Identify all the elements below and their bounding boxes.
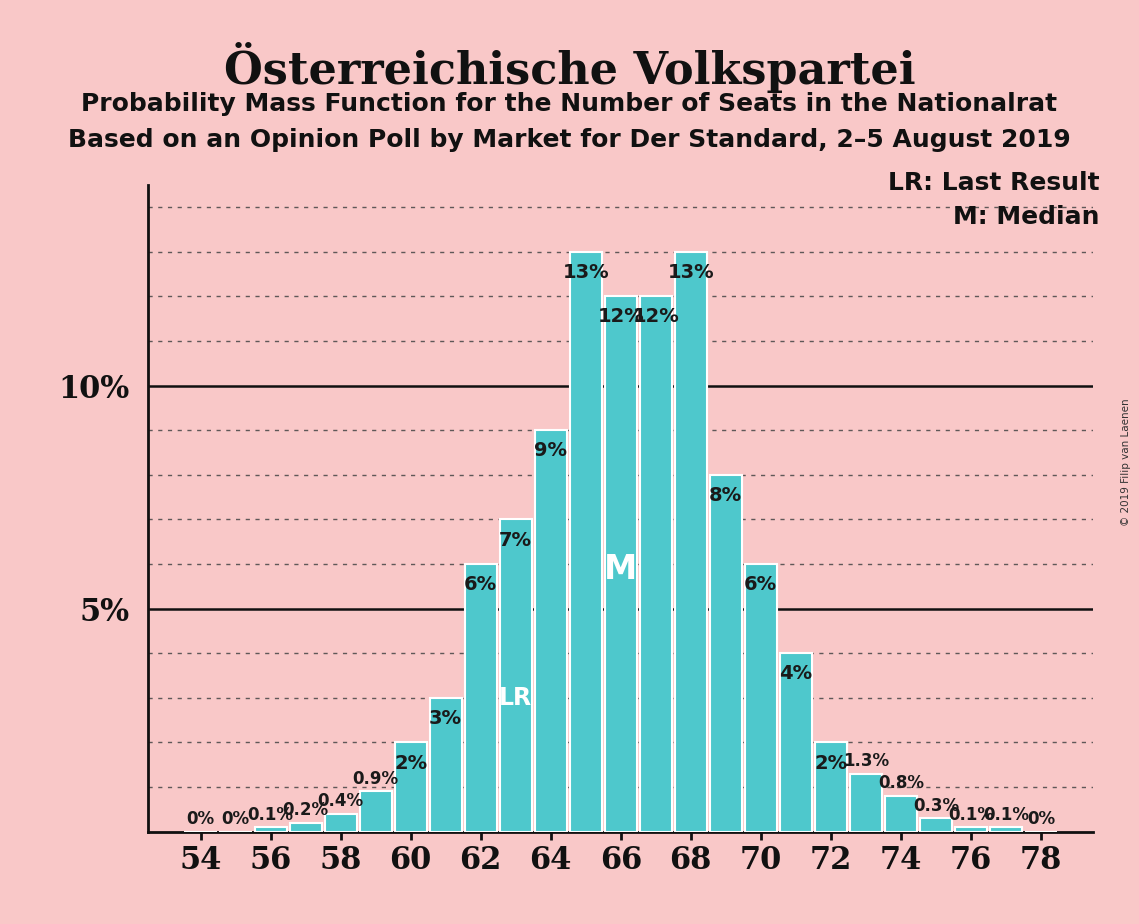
Bar	[885, 796, 917, 832]
Text: 1.3%: 1.3%	[843, 752, 888, 770]
Text: M: Median: M: Median	[952, 205, 1099, 229]
Text: 0.8%: 0.8%	[878, 774, 924, 793]
Bar	[325, 814, 357, 832]
Bar	[394, 742, 427, 832]
Text: 0.1%: 0.1%	[983, 806, 1029, 823]
Text: 3%: 3%	[429, 709, 462, 728]
Text: 0.9%: 0.9%	[353, 770, 399, 788]
Text: 13%: 13%	[667, 262, 714, 282]
Text: 0%: 0%	[187, 810, 214, 828]
Text: 0.1%: 0.1%	[247, 806, 294, 823]
Bar	[710, 475, 741, 832]
Bar	[289, 822, 321, 832]
Bar	[570, 251, 601, 832]
Text: 4%: 4%	[779, 664, 812, 684]
Text: 6%: 6%	[744, 575, 778, 594]
Text: 0%: 0%	[1027, 810, 1055, 828]
Text: 7%: 7%	[499, 530, 532, 550]
Bar	[534, 431, 567, 832]
Bar	[465, 564, 497, 832]
Text: Österreichische Volkspartei: Österreichische Volkspartei	[223, 42, 916, 92]
Text: © 2019 Filip van Laenen: © 2019 Filip van Laenen	[1121, 398, 1131, 526]
Bar	[850, 773, 882, 832]
Text: 6%: 6%	[464, 575, 498, 594]
Text: M: M	[604, 553, 638, 586]
Text: 13%: 13%	[563, 262, 609, 282]
Bar	[745, 564, 777, 832]
Bar	[674, 251, 707, 832]
Bar	[605, 297, 637, 832]
Text: LR: LR	[499, 686, 532, 710]
Text: 9%: 9%	[534, 442, 567, 460]
Text: 0.3%: 0.3%	[912, 796, 959, 815]
Bar	[500, 519, 532, 832]
Text: 12%: 12%	[597, 308, 645, 326]
Bar	[920, 819, 952, 832]
Bar	[360, 792, 392, 832]
Text: 0.2%: 0.2%	[282, 801, 329, 819]
Bar	[640, 297, 672, 832]
Bar	[990, 827, 1022, 832]
Text: 0.4%: 0.4%	[318, 792, 363, 810]
Bar	[814, 742, 847, 832]
Text: 8%: 8%	[710, 486, 743, 505]
Text: 0%: 0%	[222, 810, 249, 828]
Text: Based on an Opinion Poll by Market for Der Standard, 2–5 August 2019: Based on an Opinion Poll by Market for D…	[68, 128, 1071, 152]
Bar	[254, 827, 287, 832]
Text: 2%: 2%	[814, 754, 847, 772]
Bar	[780, 653, 812, 832]
Text: LR: Last Result: LR: Last Result	[887, 171, 1099, 195]
Bar	[429, 698, 461, 832]
Text: 0.1%: 0.1%	[948, 806, 994, 823]
Bar	[954, 827, 988, 832]
Text: 2%: 2%	[394, 754, 427, 772]
Text: Probability Mass Function for the Number of Seats in the Nationalrat: Probability Mass Function for the Number…	[81, 92, 1058, 116]
Text: 12%: 12%	[632, 308, 679, 326]
